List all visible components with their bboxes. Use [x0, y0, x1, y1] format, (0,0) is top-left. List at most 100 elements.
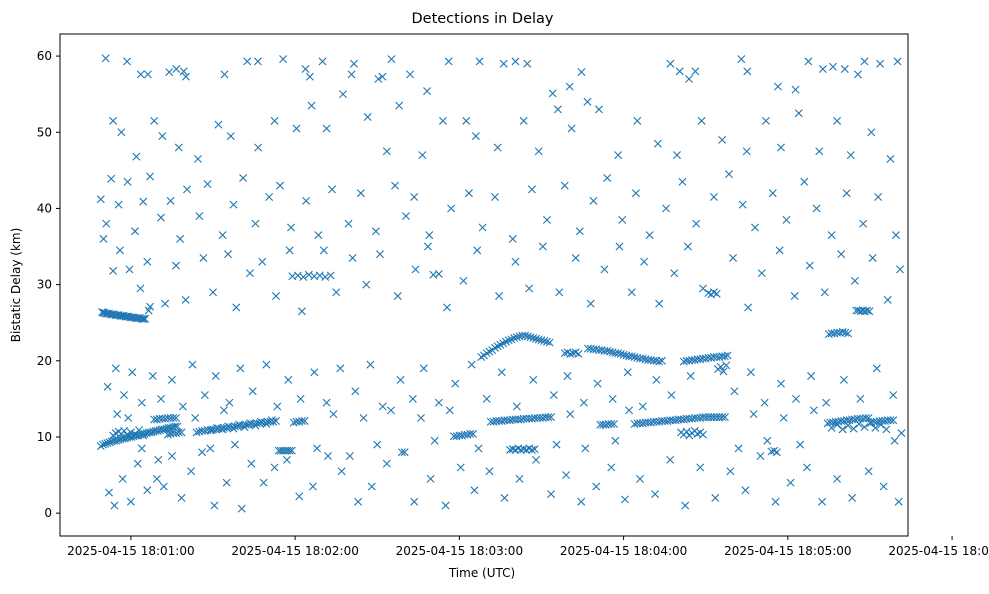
- data-point: [741, 486, 750, 495]
- data-point: [614, 151, 623, 160]
- data-point: [838, 327, 847, 336]
- data-point: [530, 445, 539, 454]
- data-point: [329, 410, 338, 419]
- data-point: [362, 280, 371, 289]
- y-tick-label: 10: [37, 430, 52, 444]
- data-point: [815, 147, 824, 156]
- data-point: [363, 113, 372, 122]
- data-point: [122, 430, 131, 439]
- data-point: [397, 448, 406, 457]
- data-point: [115, 246, 124, 255]
- data-point: [322, 124, 331, 133]
- data-point: [273, 402, 282, 411]
- data-point: [147, 428, 156, 437]
- data-point: [615, 242, 624, 251]
- data-point: [154, 455, 163, 464]
- data-point: [102, 219, 111, 228]
- data-point: [670, 269, 679, 278]
- data-point: [209, 288, 217, 297]
- data-point: [406, 70, 415, 79]
- data-point: [366, 360, 375, 369]
- data-point: [247, 459, 256, 468]
- data-point: [549, 391, 558, 400]
- data-point: [692, 219, 701, 228]
- data-point: [737, 55, 746, 64]
- data-point: [348, 253, 357, 262]
- data-point: [652, 375, 661, 384]
- data-point: [293, 271, 302, 280]
- data-point: [347, 70, 356, 79]
- data-point: [229, 200, 238, 209]
- data-point: [120, 434, 129, 443]
- data-point: [812, 204, 821, 213]
- data-point: [630, 353, 639, 361]
- data-point: [849, 424, 858, 433]
- data-point: [258, 257, 267, 266]
- y-axis: 0 10 20 30 40 50 60: [37, 49, 60, 520]
- data-point: [270, 463, 279, 472]
- data-point: [191, 413, 200, 422]
- data-point: [511, 57, 520, 66]
- data-point: [109, 116, 118, 125]
- data-point: [730, 387, 739, 396]
- data-point: [214, 120, 223, 129]
- data-point: [610, 420, 619, 429]
- data-point: [804, 57, 813, 66]
- data-point: [619, 350, 628, 359]
- data-point: [167, 452, 176, 461]
- data-point: [839, 375, 848, 384]
- data-point: [749, 410, 758, 419]
- data-point: [874, 193, 883, 202]
- data-point: [627, 352, 636, 361]
- data-point: [239, 173, 248, 182]
- data-point: [251, 421, 260, 430]
- data-point: [262, 360, 271, 369]
- data-point: [876, 59, 885, 68]
- data-point: [800, 177, 809, 186]
- data-point: [373, 440, 382, 449]
- data-point: [512, 402, 521, 411]
- data-point: [423, 87, 432, 96]
- data-point: [645, 231, 654, 240]
- data-point: [490, 193, 499, 202]
- y-tick-label: 40: [37, 201, 52, 215]
- data-point: [101, 54, 110, 63]
- data-point: [868, 253, 877, 262]
- data-point: [219, 406, 228, 415]
- data-point: [136, 70, 145, 79]
- data-point: [159, 482, 168, 491]
- data-point: [178, 402, 187, 411]
- data-point: [593, 379, 602, 388]
- data-point: [174, 428, 183, 437]
- data-point: [387, 55, 396, 64]
- data-point: [359, 413, 368, 422]
- data-point: [803, 463, 811, 472]
- data-point: [308, 482, 317, 491]
- data-point: [848, 493, 857, 502]
- data-point: [686, 372, 695, 381]
- data-point: [883, 295, 892, 304]
- data-point: [171, 422, 180, 431]
- x-tick-label: 2025-04-15 18:03:00: [396, 544, 523, 558]
- data-point: [620, 495, 629, 504]
- data-point: [574, 349, 583, 358]
- data-point: [581, 444, 590, 453]
- data-point: [467, 360, 476, 369]
- data-point: [302, 196, 311, 205]
- data-point: [396, 375, 405, 384]
- data-point: [292, 124, 301, 133]
- data-point: [475, 57, 484, 66]
- data-point: [462, 116, 471, 125]
- data-point: [519, 116, 528, 125]
- data-point: [860, 57, 869, 66]
- data-point: [577, 497, 586, 506]
- data-point: [128, 368, 137, 377]
- data-point: [685, 74, 694, 83]
- data-point: [307, 101, 316, 110]
- data-point: [96, 195, 105, 204]
- data-point: [137, 398, 146, 407]
- data-point: [139, 431, 148, 440]
- data-point: [548, 89, 557, 98]
- data-point: [547, 490, 556, 499]
